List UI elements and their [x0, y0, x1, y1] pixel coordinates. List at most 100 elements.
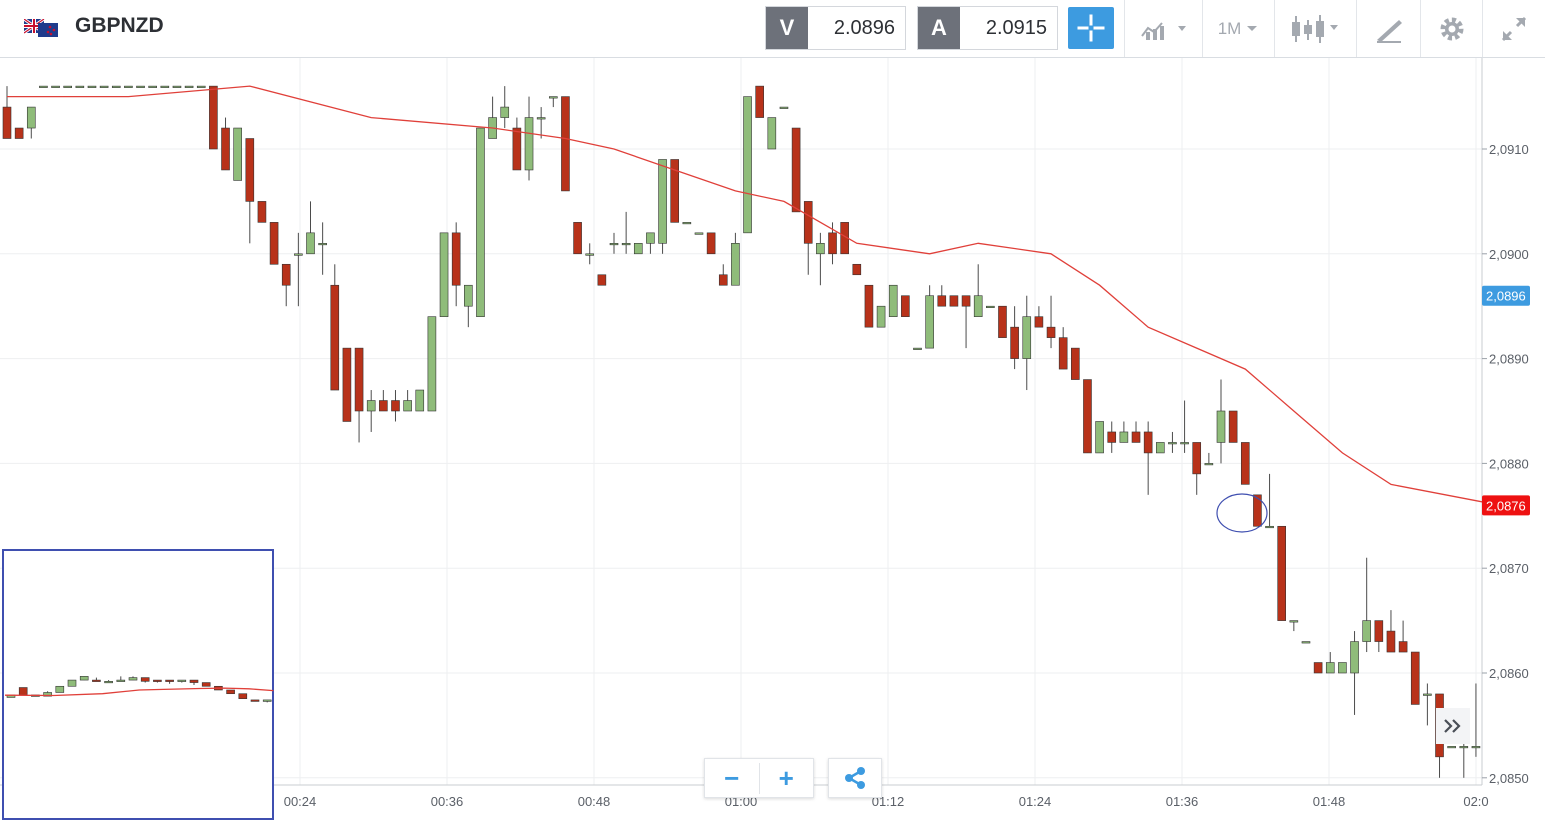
candle-body: [14, 127, 24, 139]
fullscreen-button[interactable]: [1482, 0, 1545, 57]
candle: [1204, 452, 1214, 466]
fullscreen-icon: [1501, 16, 1527, 41]
candle: [816, 232, 825, 286]
navigator-candle: [140, 677, 150, 683]
candle-body: [366, 400, 376, 412]
candle: [366, 390, 376, 432]
candle-body: [767, 117, 777, 150]
candle: [718, 264, 728, 286]
candle: [658, 159, 667, 254]
candle: [1423, 683, 1432, 726]
candle: [682, 222, 692, 225]
candle-body: [415, 389, 425, 412]
candle: [573, 222, 582, 255]
candle-body: [306, 232, 315, 255]
candle-body: [718, 274, 728, 286]
candle-body: [694, 232, 704, 235]
sell-tag: V: [766, 7, 808, 49]
candle-body: [1010, 326, 1019, 359]
x-tick-label: 00:48: [578, 794, 611, 809]
candle: [937, 285, 947, 307]
candle: [852, 263, 862, 276]
candle: [2, 86, 12, 139]
candle-body: [124, 85, 133, 88]
candle: [63, 85, 73, 88]
candle-body: [998, 305, 1007, 338]
candle: [330, 264, 340, 391]
y-tick-label: 2,0850: [1489, 771, 1529, 786]
price-chart[interactable]: 2,0910 2,0900 2,0890 2,0880 2,0870 2,0860 2,08…: [0, 58, 1545, 821]
candle: [646, 232, 655, 254]
chart-type-button[interactable]: [1124, 0, 1202, 57]
settings-button[interactable]: [1420, 0, 1482, 57]
candle-body: [1058, 337, 1068, 370]
navigator-candle: [153, 679, 162, 683]
candlestick-chart[interactable]: 2,0910 2,0900 2,0890 2,0880 2,0870 2,0860 2,08…: [0, 58, 1545, 821]
candle: [1143, 421, 1153, 495]
buy-tag: A: [918, 7, 960, 49]
candle: [1447, 746, 1456, 749]
chevron-down-icon: [1247, 25, 1258, 31]
navigator-candle: [128, 676, 138, 681]
candle-body: [379, 400, 388, 412]
moving-average-line: [7, 85, 1501, 506]
candle: [1362, 557, 1371, 653]
candle: [706, 232, 716, 255]
candle-body: [1398, 641, 1408, 653]
candle: [998, 305, 1007, 338]
candle: [925, 285, 934, 349]
candle-body: [1034, 316, 1044, 328]
candle-body: [1022, 316, 1032, 359]
candle: [524, 96, 534, 181]
navigator-frame[interactable]: [2, 549, 274, 820]
candle: [160, 85, 170, 88]
candle: [1192, 442, 1202, 495]
candle: [694, 232, 704, 235]
candle: [318, 222, 327, 275]
share-icon: [845, 767, 865, 789]
crosshair-icon: [1077, 14, 1105, 42]
share-button[interactable]: [828, 758, 882, 798]
candle: [1265, 473, 1274, 529]
instrument-symbol: GBPNZD: [75, 14, 164, 37]
candle-body: [548, 96, 558, 99]
candle: [403, 390, 412, 412]
candle-body: [160, 85, 170, 88]
sell-price: 2.0896: [833, 17, 895, 39]
candle: [1386, 610, 1396, 653]
zoom-in-button[interactable]: +: [778, 762, 794, 793]
drawing-tools-button[interactable]: [1356, 0, 1420, 57]
buy-price-button[interactable]: A 2.0915: [917, 6, 1058, 50]
candle: [743, 96, 752, 234]
svg-text:2,0896: 2,0896: [1486, 289, 1526, 304]
candle: [1277, 525, 1286, 621]
candle-body: [257, 201, 267, 223]
crosshair-button[interactable]: [1068, 7, 1114, 49]
zoom-controls: − +: [704, 758, 814, 798]
candle: [888, 284, 898, 317]
candle-body: [852, 263, 862, 276]
candle-body: [1131, 431, 1141, 443]
candle-body: [658, 159, 667, 244]
candle-body: [1301, 641, 1311, 644]
candlestick-button[interactable]: [1274, 0, 1356, 57]
candle-body: [1410, 651, 1420, 705]
candle: [1168, 431, 1177, 453]
candle: [281, 263, 291, 307]
scroll-right-button[interactable]: [1436, 708, 1470, 744]
candle: [1289, 620, 1299, 632]
candle: [257, 201, 267, 223]
candle-body: [342, 347, 352, 422]
candle-body: [1386, 630, 1396, 653]
candle-body: [281, 263, 291, 286]
candle: [124, 85, 133, 88]
sell-price-button[interactable]: V 2.0896: [765, 6, 906, 50]
candle: [597, 274, 607, 286]
candle-body: [136, 85, 145, 88]
zoom-out-button[interactable]: −: [705, 762, 760, 794]
navigator-candle: [189, 679, 199, 686]
timeframe-selector[interactable]: 1M: [1202, 0, 1274, 57]
candle-body: [439, 232, 449, 317]
candle-body: [63, 85, 73, 88]
candle: [209, 85, 218, 150]
